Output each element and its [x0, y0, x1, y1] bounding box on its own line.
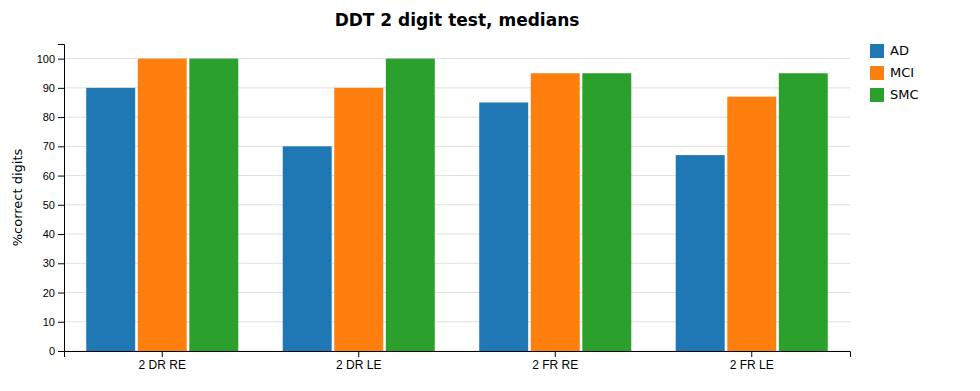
- y-tick: 80: [43, 111, 64, 123]
- y-tick-label: 20: [43, 287, 55, 299]
- bar: [582, 73, 631, 351]
- y-tick-label: 80: [43, 111, 55, 123]
- y-tick-mark: [58, 88, 64, 89]
- bars: [86, 59, 828, 351]
- legend-label: MCI: [890, 65, 914, 80]
- y-tick-label: 70: [43, 140, 55, 152]
- y-tick: 70: [43, 140, 64, 152]
- y-tick-mark: [58, 146, 64, 147]
- x-axis: 2 DR RE 2 DR LE 2 FR RE 2 FR LE: [65, 351, 851, 372]
- x-tick-label: 2 DR RE: [139, 358, 186, 372]
- y-axis-line: [58, 45, 65, 352]
- y-tick-label: 40: [43, 228, 55, 240]
- legend-item: AD: [870, 43, 909, 59]
- bar: [86, 88, 135, 351]
- bar: [386, 59, 435, 351]
- y-tick-label: 30: [43, 257, 55, 269]
- y-tick: 60: [43, 170, 64, 182]
- y-tick-mark: [58, 59, 64, 60]
- bar: [479, 102, 528, 351]
- x-tick-mark: [162, 351, 163, 357]
- y-tick: 30: [43, 257, 64, 269]
- y-tick-mark: [58, 293, 64, 294]
- chart: 2 DR RE 2 DR LE 2 FR RE 2 FR LE 0 10 20 30 40 50 6…: [0, 0, 980, 391]
- y-tick: 10: [43, 316, 64, 328]
- y-tick-mark: [58, 117, 64, 118]
- bar-series: [138, 59, 776, 351]
- bar: [727, 97, 776, 351]
- y-tick-label: 50: [43, 199, 55, 211]
- x-axis-line: [65, 352, 851, 358]
- y-tick: 0: [49, 345, 64, 357]
- x-tick-mark: [358, 351, 359, 357]
- x-tick-label: 2 DR LE: [336, 358, 381, 372]
- y-tick-mark: [58, 205, 64, 206]
- y-tick: 90: [43, 82, 64, 94]
- legend-label: SMC: [890, 87, 919, 102]
- x-tick: 2 DR LE: [336, 351, 381, 372]
- bar: [138, 59, 187, 351]
- y-tick-label: 10: [43, 316, 55, 328]
- y-tick-mark: [58, 176, 64, 177]
- legend: AD MCI SMC: [870, 43, 919, 103]
- legend-swatch: [870, 44, 884, 58]
- bar: [531, 73, 580, 351]
- y-tick: 100: [37, 53, 64, 65]
- title: DDT 2 digit test, medians: [335, 10, 580, 30]
- x-tick: 2 DR RE: [139, 351, 186, 372]
- y-tick-label: 90: [43, 82, 55, 94]
- y-tick: 20: [43, 287, 64, 299]
- y-tick-label: 60: [43, 170, 55, 182]
- plot: 2 DR RE 2 DR LE 2 FR RE 2 FR LE 0 10 20 30 40 50 6…: [37, 45, 851, 372]
- y-axis: 0 10 20 30 40 50 60 70 80 90 100: [37, 45, 65, 358]
- y-tick-mark: [58, 322, 64, 323]
- y-tick-mark: [58, 263, 64, 264]
- y-tick-mark: [58, 351, 64, 352]
- x-tick: 2 FR LE: [730, 351, 774, 372]
- x-tick: 2 FR RE: [532, 351, 578, 372]
- legend-label: AD: [890, 43, 909, 58]
- y-tick-label: 100: [37, 53, 55, 65]
- bar: [189, 59, 238, 351]
- y-tick: 50: [43, 199, 64, 211]
- y-tick: 40: [43, 228, 64, 240]
- bar: [283, 146, 332, 351]
- legend-item: SMC: [870, 87, 919, 103]
- bar: [676, 155, 725, 351]
- legend-swatch: [870, 66, 884, 80]
- bar: [779, 73, 828, 351]
- y-axis-title: %correct digits: [10, 148, 25, 246]
- bar: [334, 88, 383, 351]
- x-tick-label: 2 FR LE: [730, 358, 774, 372]
- y-tick-mark: [58, 234, 64, 235]
- legend-swatch: [870, 88, 884, 102]
- x-tick-label: 2 FR RE: [532, 358, 578, 372]
- x-tick-mark: [751, 351, 752, 357]
- x-tick-mark: [555, 351, 556, 357]
- bar-series: [189, 59, 827, 351]
- legend-item: MCI: [870, 65, 914, 81]
- grid: [64, 59, 850, 351]
- y-tick-label: 0: [49, 345, 55, 357]
